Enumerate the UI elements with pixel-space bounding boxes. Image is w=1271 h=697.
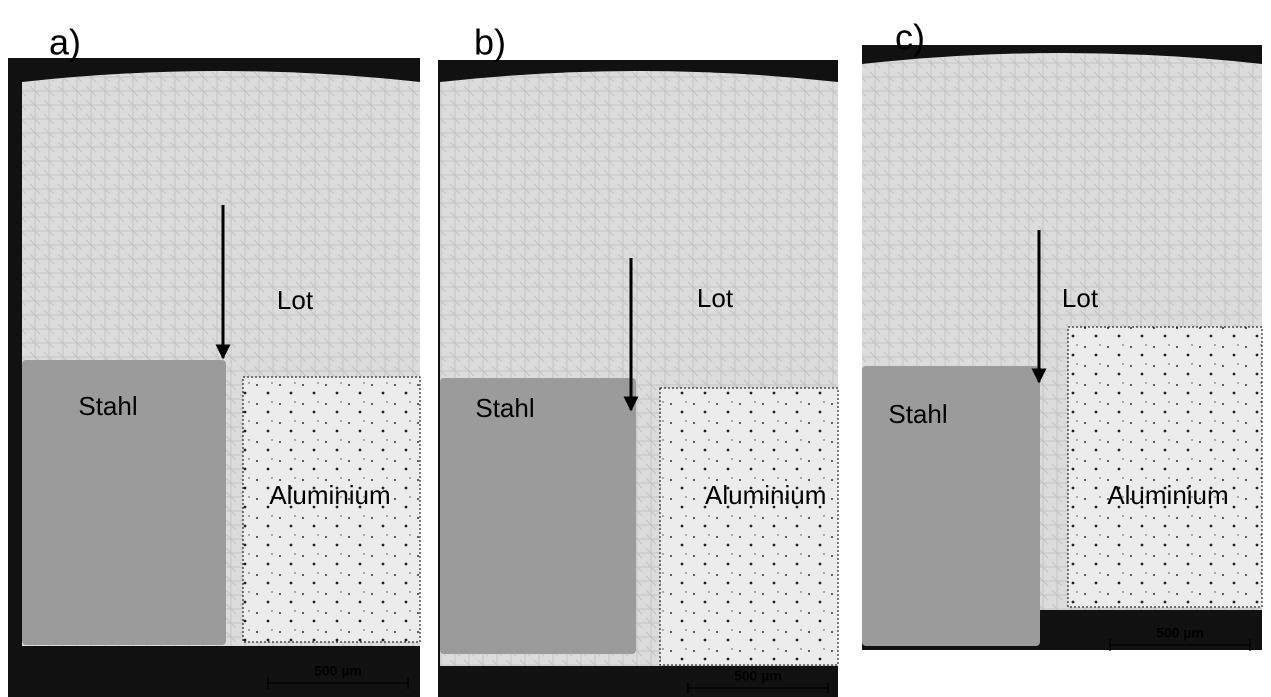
panel-label: a)	[49, 22, 81, 63]
aluminium-region	[1068, 327, 1262, 607]
steel-region	[440, 378, 636, 654]
solder-label: Lot	[277, 285, 314, 315]
steel-label: Stahl	[888, 399, 947, 429]
aluminium-region	[660, 388, 838, 665]
aluminium-label: Aluminium	[705, 480, 826, 510]
figure: a) Lot Stahl Aluminium 500 µm b) Lot Stahl Alumi…	[0, 0, 1271, 697]
solder-label: Lot	[1062, 283, 1099, 313]
panel-label: b)	[474, 22, 506, 63]
steel-label: Stahl	[475, 393, 534, 423]
aluminium-label: Aluminium	[1107, 480, 1228, 510]
solder-label: Lot	[697, 283, 734, 313]
aluminium-label: Aluminium	[269, 480, 390, 510]
scale-bar-label: 500 µm	[314, 663, 362, 679]
steel-label: Stahl	[78, 391, 137, 421]
scale-bar-label: 500 µm	[1156, 625, 1204, 641]
scale-bar-label: 500 µm	[734, 668, 782, 684]
panel-label: c)	[895, 17, 925, 58]
